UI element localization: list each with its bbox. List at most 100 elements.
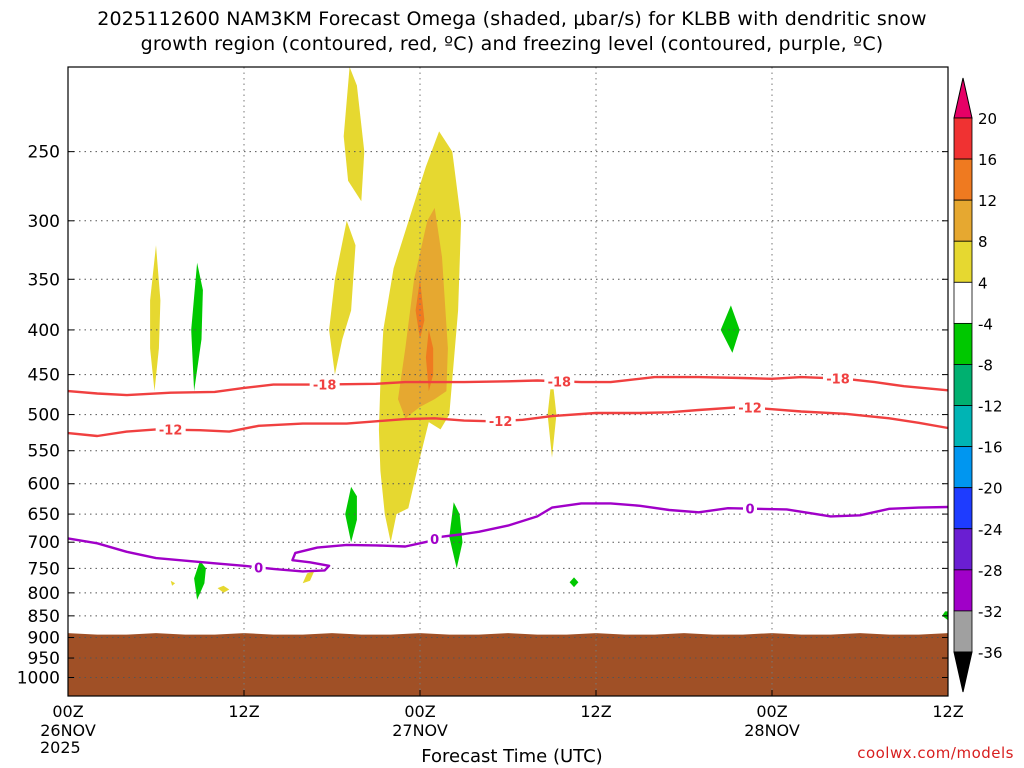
dgz-label-bg-0-0	[309, 376, 340, 393]
freezing-label-bg-0-0	[251, 559, 266, 576]
omega-region-16	[569, 577, 579, 588]
y-tick-label: 950	[28, 649, 60, 669]
colorbar-box	[953, 240, 973, 283]
y-tick-label: 750	[28, 559, 60, 579]
x-axis-label: Forecast Time (UTC)	[421, 746, 603, 767]
colorbar-box	[953, 322, 973, 365]
y-axis-ticks: 2503003504004505005506006507007508008509…	[17, 143, 948, 688]
x-tick-label: 00Z	[756, 702, 787, 721]
y-tick-label: 800	[28, 584, 60, 604]
colorbar-box	[953, 158, 973, 201]
y-tick-label: 650	[28, 505, 60, 525]
omega-shading	[150, 67, 948, 621]
y-tick-label: 1000	[17, 668, 60, 688]
credit-text: coolwx.com/models	[857, 744, 1014, 762]
omega-region-12	[345, 486, 357, 543]
dgz-contour-label: -18	[313, 378, 337, 393]
y-tick-label: 500	[28, 406, 60, 426]
colorbar-label: -32	[978, 603, 1003, 621]
colorbar-label: -4	[978, 315, 993, 333]
dgz-contour-label: -18	[548, 375, 572, 390]
colorbar-box	[953, 569, 973, 612]
omega-region-8	[302, 570, 315, 584]
x-tick-label: 12Z	[228, 702, 259, 721]
dgz-contour-label: -12	[489, 415, 513, 430]
x-date-label: 28NOV	[744, 721, 800, 740]
x-tick-label: 00Z	[52, 702, 83, 721]
omega-region-5	[329, 220, 356, 375]
colorbar-box	[953, 610, 973, 653]
omega-region-15	[194, 560, 206, 600]
colorbar-label: -16	[978, 439, 1003, 457]
freezing-contour-label: 0	[745, 503, 754, 518]
plot-border	[67, 66, 949, 697]
colorbar-box	[953, 405, 973, 448]
dgz-label-bg-0-2	[823, 370, 853, 387]
y-tick-label: 300	[28, 212, 60, 232]
y-tick-label: 900	[28, 629, 60, 649]
colorbar-label: 20	[978, 110, 997, 128]
colorbar-label: 12	[978, 192, 997, 210]
colorbar-label: -12	[978, 398, 1003, 416]
colorbar-box	[953, 117, 973, 160]
colorbar-label: 4	[978, 274, 988, 292]
freezing-contour-label: 0	[254, 561, 263, 576]
colorbar-label: -8	[978, 356, 993, 374]
x-tick-label: 00Z	[404, 702, 435, 721]
year-label: 2025	[40, 738, 81, 757]
omega-region-4	[343, 67, 365, 202]
y-tick-label: 400	[28, 321, 60, 341]
dgz-contour-label: -12	[738, 401, 762, 416]
x-tick-label: 12Z	[580, 702, 611, 721]
plot-frame	[67, 66, 949, 697]
y-tick-label: 550	[28, 442, 60, 462]
colorbar: 20 16 12 8 4 -4 -8 -12 -16 -20 -24 -28 -32 -36	[953, 77, 1003, 693]
terrain-fill	[68, 633, 948, 696]
y-tick-label: 850	[28, 607, 60, 627]
colorbar-box	[953, 528, 973, 571]
dgz-label-bg-1-0	[155, 421, 186, 438]
colorbar-label: 8	[978, 233, 988, 251]
contour-lines: -18 -18 -18 -12 -12 -12 0 0 0	[67, 370, 949, 576]
colorbar-label: -28	[978, 562, 1003, 580]
colorbar-bottom-arrow	[953, 651, 973, 693]
x-tick-label: 12Z	[932, 702, 963, 721]
omega-region-14	[720, 305, 740, 353]
colorbar-top-arrow	[953, 77, 973, 119]
dgz-contour-0	[67, 375, 949, 397]
x-date-label: 27NOV	[392, 721, 448, 740]
omega-region-3	[425, 329, 434, 392]
colorbar-box	[953, 281, 973, 324]
y-tick-label: 450	[28, 366, 60, 386]
colorbar-label: -36	[978, 644, 1003, 662]
colorbar-box	[953, 199, 973, 242]
colorbar-box	[953, 446, 973, 489]
dgz-label-bg-1-2	[735, 399, 765, 416]
colorbar-label: -20	[978, 480, 1003, 498]
omega-region-11	[191, 262, 203, 392]
y-tick-label: 600	[28, 475, 60, 495]
freezing-label-bg-0-1	[427, 531, 442, 548]
omega-region-9	[217, 585, 230, 593]
y-tick-label: 350	[28, 270, 60, 290]
dgz-label-bg-0-1	[544, 373, 575, 390]
freezing-contour-label: 0	[430, 533, 439, 548]
freezing-label-bg-0-2	[743, 500, 757, 517]
colorbar-label: 16	[978, 151, 997, 169]
y-tick-label: 250	[28, 143, 60, 163]
colorbar-box	[953, 487, 973, 530]
omega-region-10	[170, 580, 176, 586]
colorbar-box	[953, 364, 973, 406]
dgz-contour-label: -18	[826, 373, 850, 388]
dgz-label-bg-1-1	[485, 412, 516, 429]
omega-region-6	[150, 245, 161, 392]
chart-title-line-2: growth region (contoured, red, ºC) and f…	[140, 33, 884, 55]
chart-title-line-1: 2025112600 NAM3KM Forecast Omega (shaded…	[97, 8, 927, 30]
x-date-label: 26NOV	[40, 721, 96, 740]
colorbar-label: -24	[978, 521, 1003, 539]
dgz-contour-label: -12	[159, 424, 183, 439]
y-tick-label: 700	[28, 533, 60, 553]
terrain-layer	[68, 633, 948, 696]
